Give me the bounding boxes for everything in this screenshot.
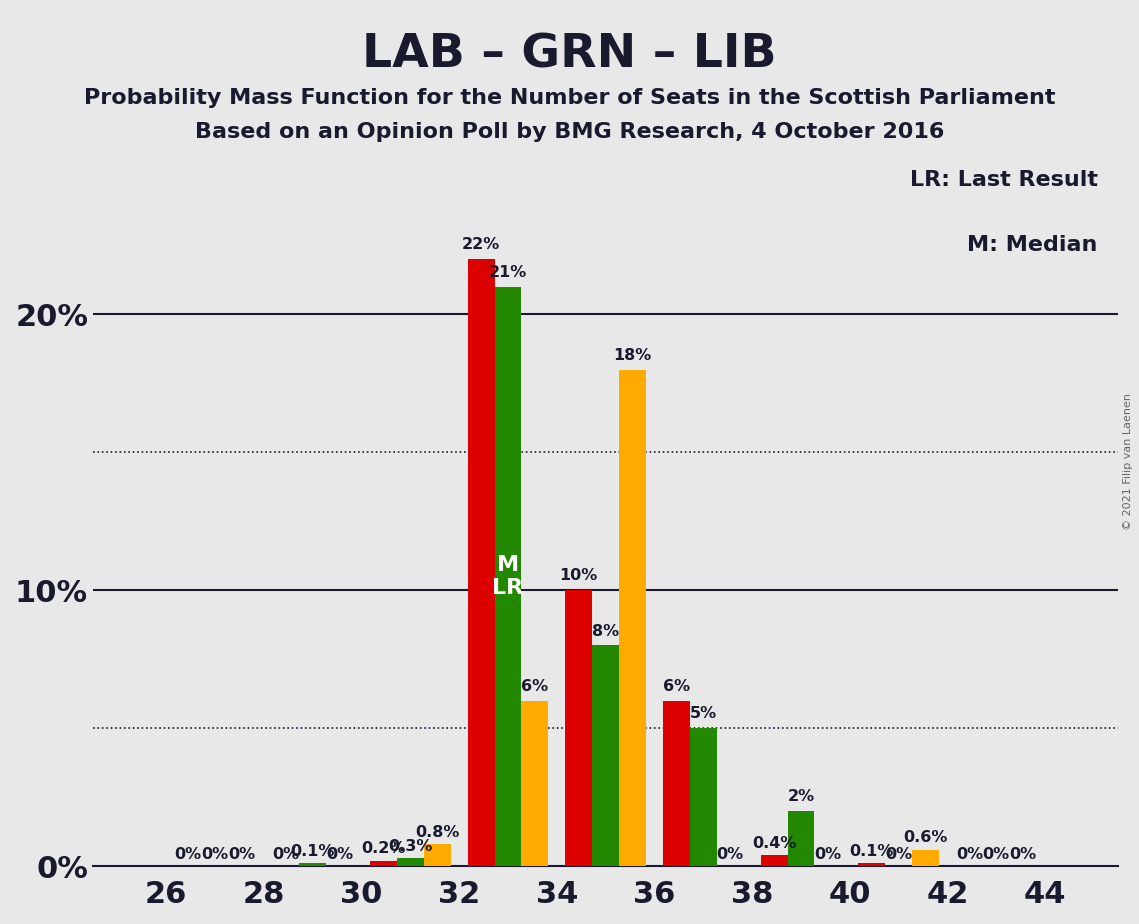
Text: 0%: 0% [174,847,202,862]
Text: 0%: 0% [272,847,300,862]
Bar [300,863,326,866]
Text: 10%: 10% [559,568,598,583]
Text: Probability Mass Function for the Number of Seats in the Scottish Parliament: Probability Mass Function for the Number… [84,88,1055,108]
Text: 0.3%: 0.3% [388,839,433,854]
Text: 0.2%: 0.2% [361,842,405,857]
Text: 21%: 21% [489,265,527,280]
Text: M: Median: M: Median [967,235,1098,255]
Text: 22%: 22% [462,237,500,252]
Bar [522,700,548,866]
Bar [912,849,939,866]
Text: 0%: 0% [326,847,353,862]
Bar [370,860,396,866]
Bar [859,863,885,866]
Text: 2%: 2% [787,789,814,804]
Text: 0%: 0% [885,847,912,862]
Text: LAB – GRN – LIB: LAB – GRN – LIB [362,32,777,78]
Bar [761,855,787,866]
Text: 0%: 0% [202,847,229,862]
Text: Based on an Opinion Poll by BMG Research, 4 October 2016: Based on an Opinion Poll by BMG Research… [195,122,944,142]
Text: 0.4%: 0.4% [752,836,796,851]
Text: 0.6%: 0.6% [903,831,948,845]
Text: 0.1%: 0.1% [290,845,335,859]
Text: LR: Last Result: LR: Last Result [910,171,1098,190]
Bar [690,728,716,866]
Text: 0%: 0% [228,847,255,862]
Text: 6%: 6% [663,679,690,694]
Bar [565,590,592,866]
Bar [620,370,646,866]
Text: 5%: 5% [690,706,716,722]
Text: 6%: 6% [522,679,548,694]
Bar [663,700,690,866]
Bar [468,260,494,866]
Text: 0%: 0% [956,847,983,862]
Bar [592,646,620,866]
Text: 0%: 0% [716,847,744,862]
Bar [494,286,522,866]
Text: 0.8%: 0.8% [415,825,459,840]
Bar [396,857,424,866]
Text: 0.1%: 0.1% [850,845,894,859]
Text: 8%: 8% [592,624,620,638]
Bar [424,844,451,866]
Text: 0%: 0% [983,847,1010,862]
Text: 0%: 0% [1009,847,1036,862]
Text: M
LR: M LR [492,555,524,598]
Bar [787,811,814,866]
Text: © 2021 Filip van Laenen: © 2021 Filip van Laenen [1123,394,1133,530]
Text: 0%: 0% [814,847,842,862]
Text: 18%: 18% [614,347,652,363]
